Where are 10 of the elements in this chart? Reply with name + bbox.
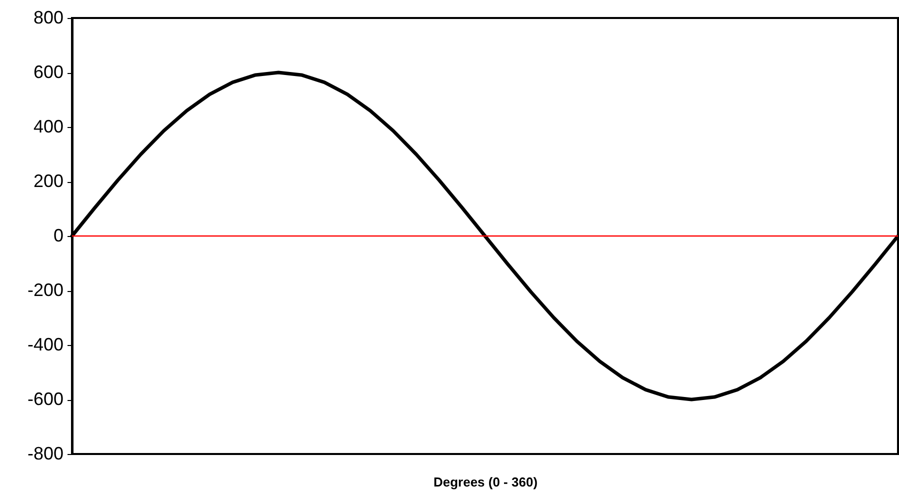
y-tick-label: -200 [27, 280, 64, 300]
y-tick-label: 0 [53, 226, 64, 246]
y-tick-label: 400 [33, 116, 64, 136]
y-tick-label: 800 [33, 8, 64, 28]
y-tick-label: 600 [33, 62, 64, 82]
y-tick-label: -400 [27, 334, 64, 354]
y-tick-label: -600 [27, 389, 64, 409]
x-axis-title: Degrees (0 - 360) [433, 474, 538, 490]
y-tick-label: -800 [27, 444, 64, 464]
y-tick-label: 200 [33, 171, 64, 191]
